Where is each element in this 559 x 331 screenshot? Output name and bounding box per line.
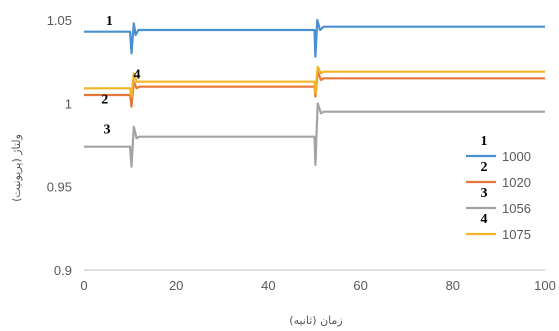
legend-label: 1000 (502, 149, 531, 164)
curve-number-label: 4 (134, 67, 141, 82)
x-axis-title: زمان (ثانیه) (289, 314, 342, 327)
legend-label: 1075 (502, 227, 531, 242)
y-tick-label: 1 (65, 96, 72, 111)
y-axis-title: ولتاژ (پریونیت) (10, 134, 23, 202)
curve-number-label: 3 (104, 122, 111, 137)
legend-number: 1 (481, 134, 488, 149)
series-line-3 (84, 102, 545, 168)
axes: 0 20 40 60 80 100 0.9 0.95 1 1.05 (47, 13, 556, 293)
series-line-4 (84, 65, 545, 98)
legend-label: 1020 (502, 175, 531, 190)
legend-label: 1056 (502, 201, 531, 216)
x-tick-label: 0 (80, 278, 87, 293)
x-tick-label: 80 (446, 278, 460, 293)
legend-number: 4 (481, 212, 488, 227)
curve-number-label: 2 (101, 92, 108, 107)
x-tick-label: 60 (353, 278, 367, 293)
y-tick-label: 1.05 (47, 13, 72, 28)
x-tick-label: 100 (534, 278, 556, 293)
curve-number-label: 1 (106, 14, 113, 29)
curve-labels: 1 4 2 3 (101, 14, 140, 137)
series-group (84, 18, 545, 168)
x-tick-label: 20 (169, 278, 183, 293)
x-tick-label: 40 (261, 278, 275, 293)
legend-number: 3 (481, 186, 488, 201)
series-line-1 (84, 18, 545, 58)
legend-number: 2 (481, 160, 488, 175)
y-tick-label: 0.9 (54, 263, 72, 278)
series-line-2 (84, 70, 545, 108)
legend: 1 1000 2 1020 3 1056 4 1075 (466, 134, 531, 242)
y-tick-label: 0.95 (47, 180, 72, 195)
